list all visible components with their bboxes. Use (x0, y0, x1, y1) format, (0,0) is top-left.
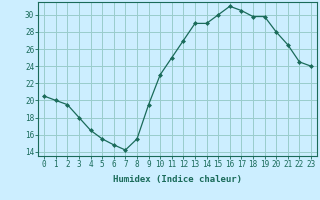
X-axis label: Humidex (Indice chaleur): Humidex (Indice chaleur) (113, 175, 242, 184)
